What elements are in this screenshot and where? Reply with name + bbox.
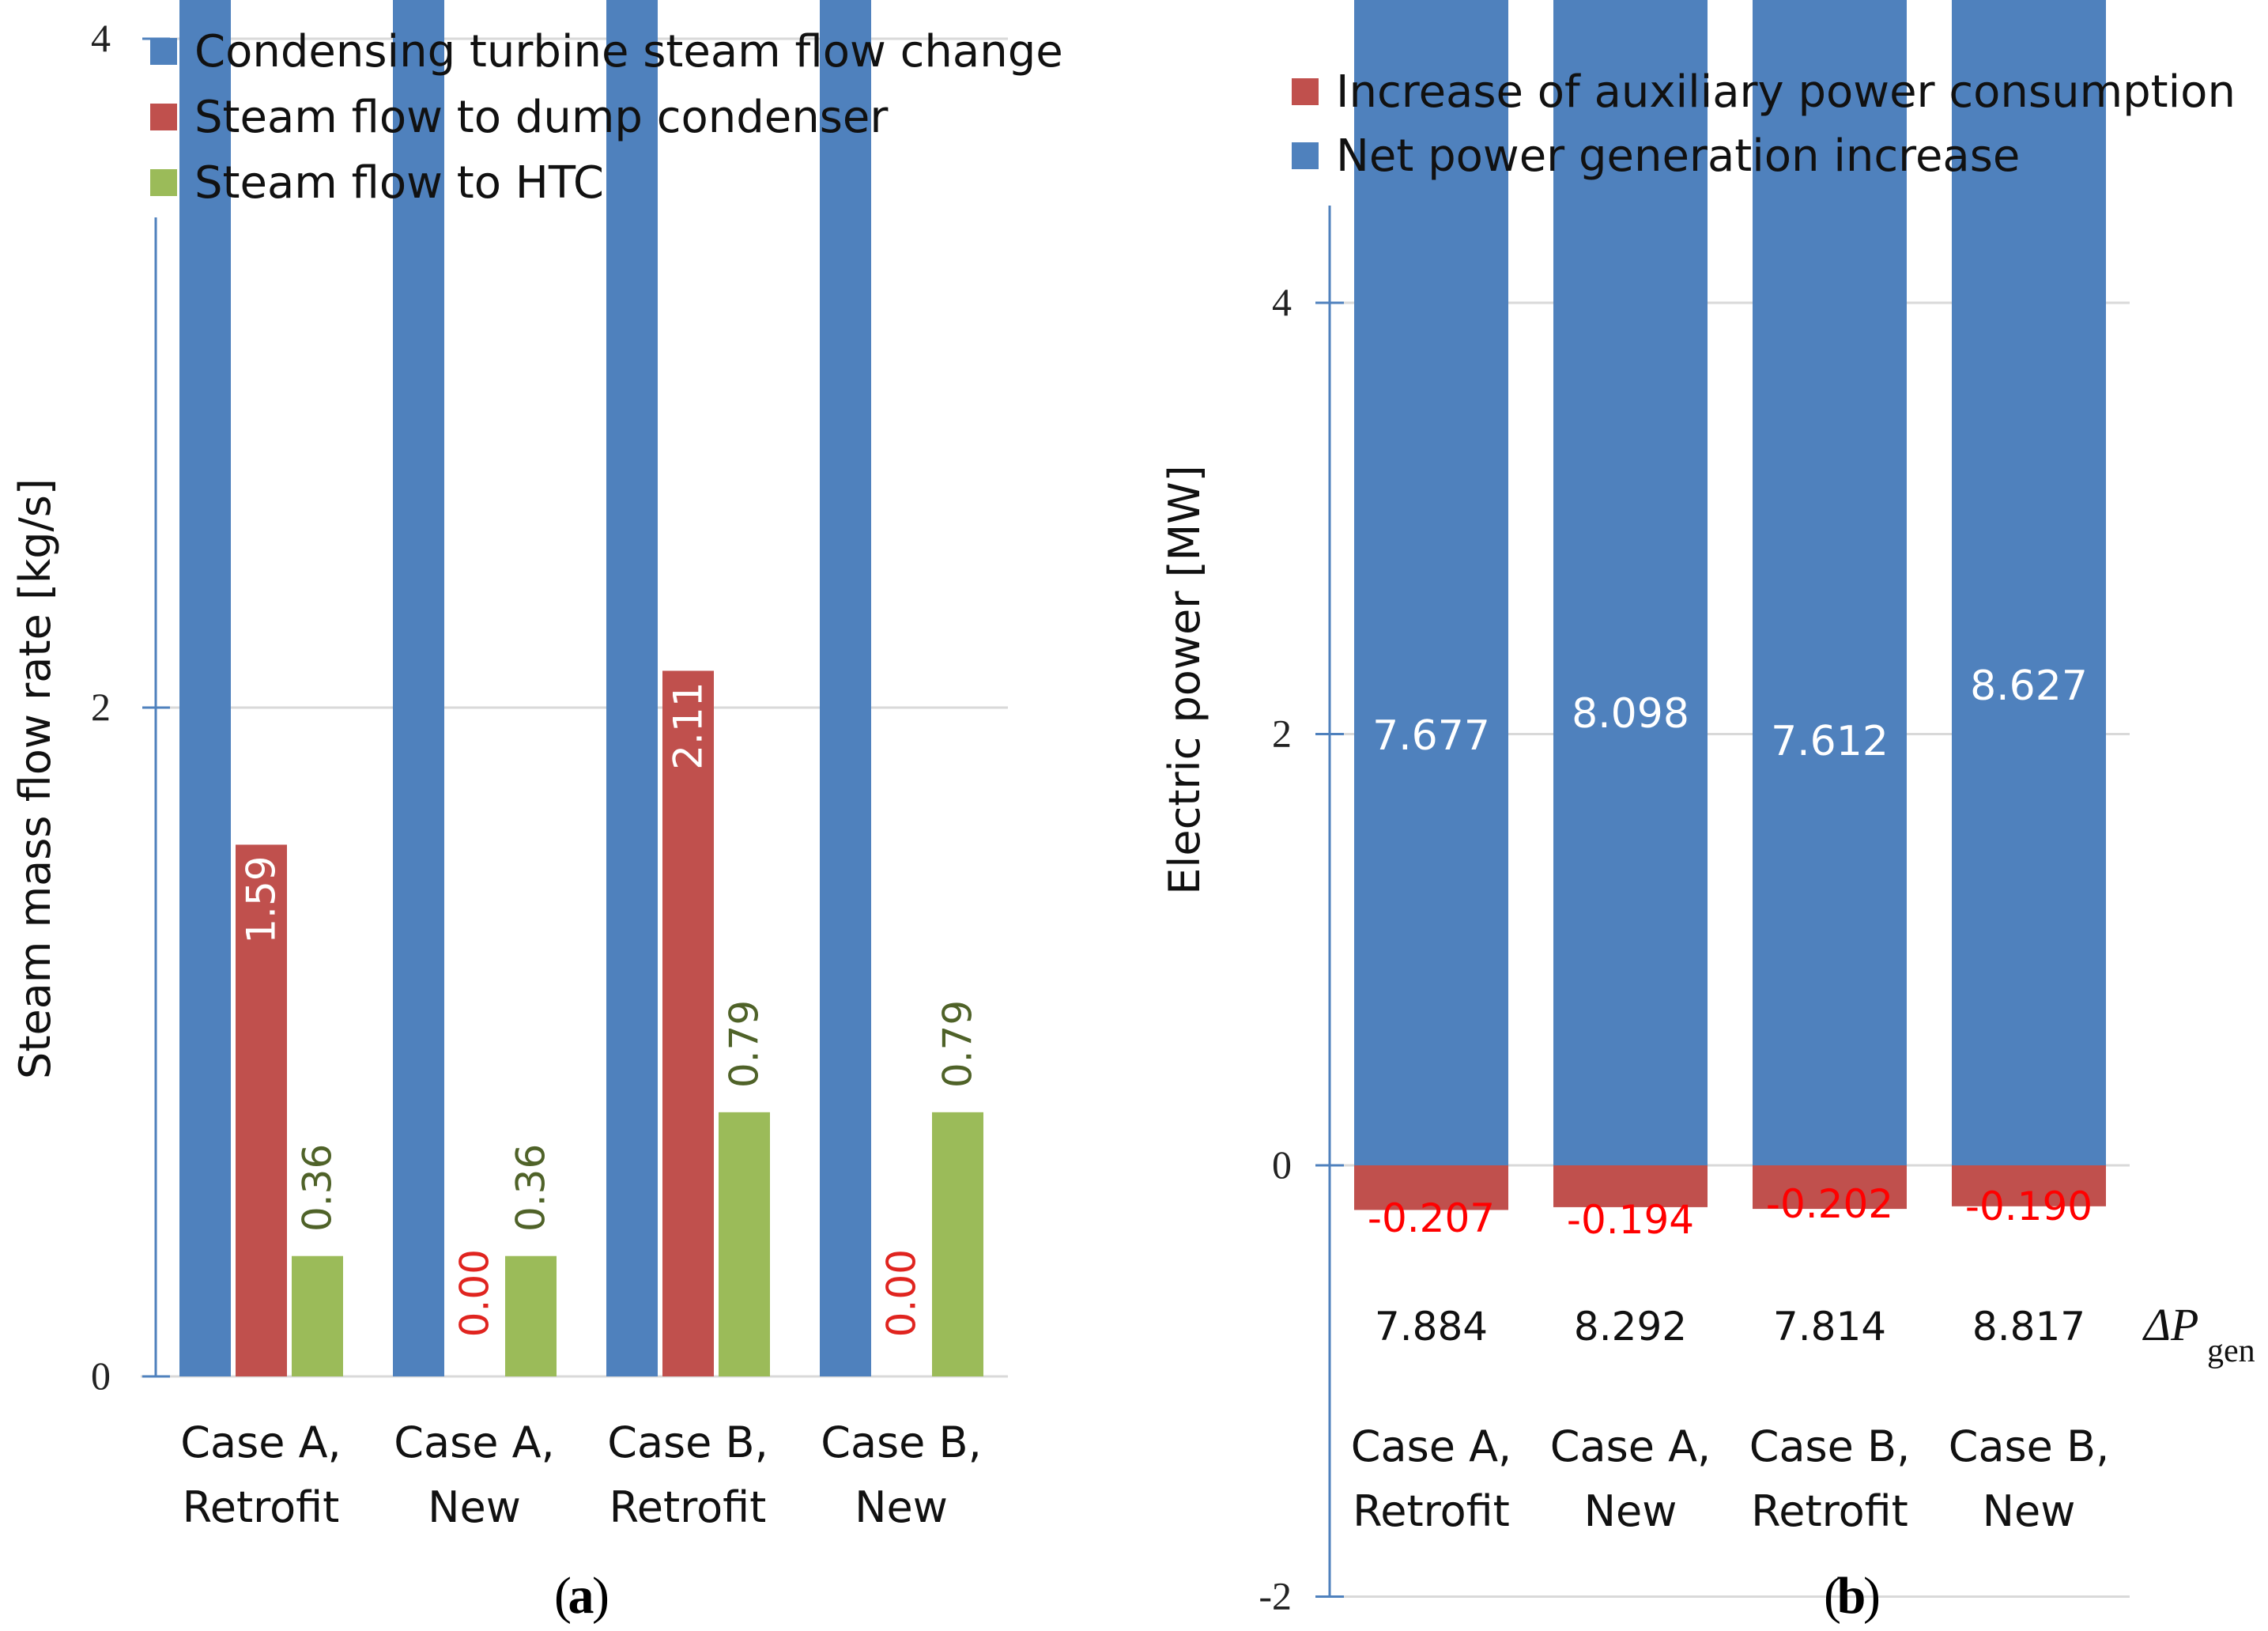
data-label: -0.202 <box>1766 1181 1893 1227</box>
panel-label-open: ( <box>554 1567 572 1625</box>
legend-swatch <box>1292 78 1319 105</box>
bar-red <box>662 670 714 1376</box>
data-label: 0.79 <box>935 1000 981 1088</box>
panel-label-open: ( <box>1824 1567 1841 1625</box>
legend-label: Condensing turbine steam flow change <box>194 26 1063 77</box>
category-label: New <box>1584 1486 1677 1536</box>
category-label: Case B, <box>1749 1421 1911 1471</box>
category-label: Retrofit <box>1751 1486 1908 1536</box>
data-label: 7.677 <box>1372 712 1490 760</box>
total-value: 7.814 <box>1773 1304 1886 1350</box>
panel-label-close: ) <box>1863 1567 1881 1625</box>
bar-aux-consumption <box>1952 1165 2106 1206</box>
legend-swatch <box>1292 142 1319 169</box>
bar-blue <box>393 0 444 1376</box>
bar-net-power <box>1354 0 1508 1166</box>
y-tick-label: 0 <box>91 1354 111 1398</box>
data-label: 8.627 <box>1970 663 2088 710</box>
panel-label-close: ) <box>592 1567 609 1625</box>
data-label: 0.79 <box>722 1000 768 1088</box>
y-axis-title: Steam mass flow rate [kg/s] <box>10 478 60 1079</box>
data-label: 7.612 <box>1771 718 1889 765</box>
legend-label: Steam flow to dump condenser <box>194 92 889 143</box>
category-label: Case A, <box>180 1418 341 1467</box>
bar-net-power <box>1753 0 1907 1166</box>
bar-blue <box>179 0 231 1377</box>
y-axis-title: Electric power [MW] <box>1160 465 1209 894</box>
bar-green <box>505 1255 557 1376</box>
data-label: 8.098 <box>1572 690 1689 738</box>
legend-label: Net power generation increase <box>1336 130 2020 182</box>
total-value: 7.884 <box>1375 1304 1488 1350</box>
y-tick-label: 4 <box>91 16 111 60</box>
data-label: 1.59 <box>239 855 285 943</box>
y-tick-label: 4 <box>1272 280 1292 324</box>
bar-net-power <box>1952 0 2106 1165</box>
y-tick-label: 0 <box>1272 1142 1292 1187</box>
bar-green <box>932 1112 983 1376</box>
category-label: New <box>428 1482 521 1532</box>
legend-label: Increase of auxiliary power consumption <box>1336 66 2236 118</box>
row-label: ΔP <box>2142 1299 2198 1350</box>
category-label: Case A, <box>1351 1421 1511 1471</box>
category-label: Retrofit <box>609 1482 767 1532</box>
category-label: Case B, <box>607 1418 768 1467</box>
bar-blue <box>606 0 658 1377</box>
category-label: Case A, <box>394 1418 554 1467</box>
data-label: 0.36 <box>508 1144 554 1232</box>
legend-swatch <box>150 38 177 65</box>
chart-panel-b: -202468Electric power [MW]7.6778.0987.61… <box>1160 0 2255 1625</box>
category-label: Case B, <box>1949 1421 2110 1471</box>
bar-green <box>719 1112 770 1376</box>
data-label: -0.190 <box>1965 1184 2093 1229</box>
bar-net-power <box>1553 0 1708 1165</box>
legend-swatch <box>150 169 177 196</box>
data-label: -0.207 <box>1368 1195 1495 1241</box>
data-label: 0.36 <box>295 1144 341 1232</box>
category-label: Case A, <box>1550 1421 1711 1471</box>
y-tick-label: 2 <box>1272 712 1292 756</box>
data-label: 2.11 <box>666 681 711 769</box>
category-label: New <box>855 1482 948 1532</box>
total-value: 8.292 <box>1574 1304 1687 1350</box>
legend-label: Steam flow to HTC <box>194 157 604 209</box>
category-label: Retrofit <box>1353 1486 1510 1536</box>
data-label: -0.194 <box>1567 1197 1694 1243</box>
bar-blue <box>820 0 871 1376</box>
y-tick-label: 2 <box>91 685 111 729</box>
bar-aux-consumption <box>1354 1165 1508 1210</box>
bar-aux-consumption <box>1553 1165 1708 1207</box>
bar-red <box>236 844 287 1376</box>
category-label: Retrofit <box>183 1482 340 1532</box>
legend-swatch <box>150 104 177 130</box>
panel-label: b <box>1837 1567 1866 1625</box>
category-label: New <box>1983 1486 2076 1536</box>
panel-label: a <box>568 1567 594 1625</box>
data-label: 0.00 <box>452 1249 498 1337</box>
category-label: Case B, <box>821 1418 982 1467</box>
bar-green <box>292 1255 343 1376</box>
y-tick-label: -2 <box>1259 1574 1292 1618</box>
total-value: 8.817 <box>1972 1304 2085 1350</box>
bar-aux-consumption <box>1753 1165 1907 1210</box>
data-label: 0.00 <box>879 1249 925 1337</box>
chart-panel-a: 0246Steam mass flow rate [kg/s]4.736.374… <box>10 0 1063 1625</box>
row-label-subscript: gen <box>2207 1333 2255 1369</box>
